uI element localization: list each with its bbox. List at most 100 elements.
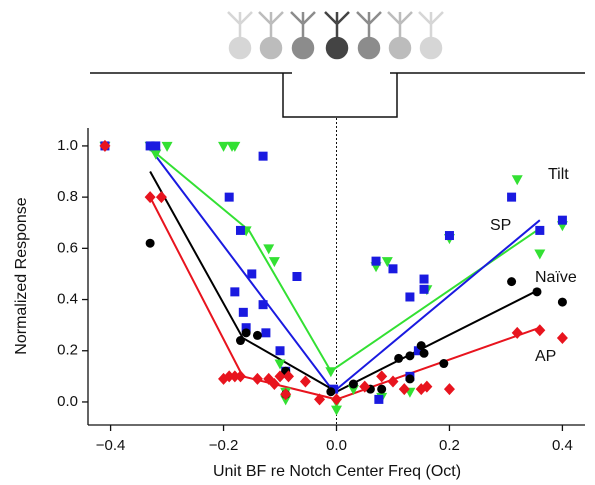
point — [274, 359, 286, 370]
point — [556, 331, 568, 344]
point — [557, 215, 567, 225]
point — [234, 370, 246, 383]
point — [421, 380, 433, 393]
series-label: Naïve — [535, 269, 577, 286]
point — [444, 231, 454, 241]
point — [388, 264, 398, 274]
series-label: AP — [535, 348, 556, 365]
neuron — [258, 11, 284, 60]
neuron — [227, 11, 253, 60]
point — [405, 351, 415, 361]
point — [155, 191, 167, 204]
point — [348, 379, 358, 389]
point — [229, 141, 241, 152]
axes — [87, 128, 585, 426]
series-label: Tilt — [548, 166, 569, 183]
neuron — [290, 11, 316, 60]
neuron — [356, 11, 382, 60]
point — [251, 372, 263, 385]
point — [413, 346, 423, 356]
point — [275, 346, 285, 356]
neuron — [418, 11, 444, 60]
point — [394, 353, 404, 363]
series-label: SP — [490, 217, 511, 234]
point — [314, 393, 326, 406]
y-tick-label: 0.0 — [57, 393, 78, 410]
point — [241, 328, 251, 338]
x-axis-label: Unit BF re Notch Center Freq (Oct) — [213, 463, 461, 480]
point — [381, 257, 393, 268]
point — [238, 307, 248, 317]
fit-line — [149, 171, 541, 393]
point — [280, 395, 292, 406]
point — [252, 330, 262, 340]
point — [419, 284, 429, 294]
neuron-diagram — [90, 11, 585, 118]
point — [218, 141, 230, 152]
point — [292, 272, 302, 281]
point — [331, 405, 342, 416]
x-tick-label: 0.0 — [326, 437, 347, 454]
point — [326, 387, 336, 397]
y-tick-label: 0.6 — [57, 239, 78, 256]
neuron — [324, 11, 350, 60]
point — [347, 385, 359, 396]
point — [376, 370, 388, 383]
point — [282, 370, 294, 383]
point — [405, 292, 415, 302]
point — [443, 383, 455, 396]
point — [371, 256, 381, 266]
point — [398, 383, 410, 396]
point — [235, 336, 245, 346]
x-tick-label: −0.2 — [209, 437, 239, 454]
point — [224, 192, 234, 202]
point — [230, 287, 240, 297]
point — [535, 225, 545, 235]
point — [534, 249, 546, 260]
fit-line — [149, 147, 541, 394]
point — [325, 367, 337, 378]
point — [247, 269, 257, 279]
point — [99, 139, 111, 152]
point — [359, 380, 371, 393]
point — [331, 393, 342, 406]
point — [268, 257, 280, 268]
point — [377, 384, 387, 394]
point — [229, 370, 241, 383]
y-tick-label: 0.4 — [57, 291, 78, 308]
x-tick-label: 0.2 — [439, 437, 460, 454]
point — [263, 244, 275, 255]
y-tick-label: 0.2 — [57, 342, 78, 359]
point — [507, 192, 517, 202]
point — [416, 341, 426, 351]
point — [507, 277, 517, 287]
point — [258, 300, 268, 310]
point — [419, 348, 429, 358]
point — [299, 375, 311, 388]
point — [557, 297, 567, 307]
point — [151, 141, 161, 151]
neuron — [387, 11, 413, 60]
point — [145, 238, 155, 248]
point — [387, 375, 399, 388]
point — [150, 149, 162, 160]
point — [511, 175, 523, 186]
point — [268, 378, 280, 391]
point — [511, 326, 523, 339]
point — [274, 370, 286, 383]
x-tick-label: 0.4 — [552, 437, 573, 454]
point — [241, 323, 251, 333]
point — [439, 359, 449, 369]
point — [261, 328, 271, 338]
point — [374, 394, 384, 404]
fit-line — [149, 147, 538, 373]
point — [145, 141, 155, 151]
y-axis-label: Normalized Response — [13, 197, 30, 355]
point — [223, 370, 235, 383]
point — [161, 141, 173, 152]
point — [144, 191, 156, 204]
point — [280, 388, 292, 401]
x-tick-label: −0.4 — [96, 437, 126, 454]
point — [405, 374, 415, 384]
